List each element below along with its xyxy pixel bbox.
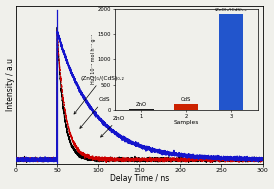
Text: CdS: CdS: [80, 97, 110, 128]
X-axis label: Delay Time / ns: Delay Time / ns: [110, 174, 169, 184]
Text: ZnO: ZnO: [101, 116, 125, 137]
Y-axis label: Intensity / a.u: Intensity / a.u: [5, 58, 15, 111]
Text: (ZnO)₁/(CdS)₀.₂: (ZnO)₁/(CdS)₀.₂: [74, 76, 124, 114]
